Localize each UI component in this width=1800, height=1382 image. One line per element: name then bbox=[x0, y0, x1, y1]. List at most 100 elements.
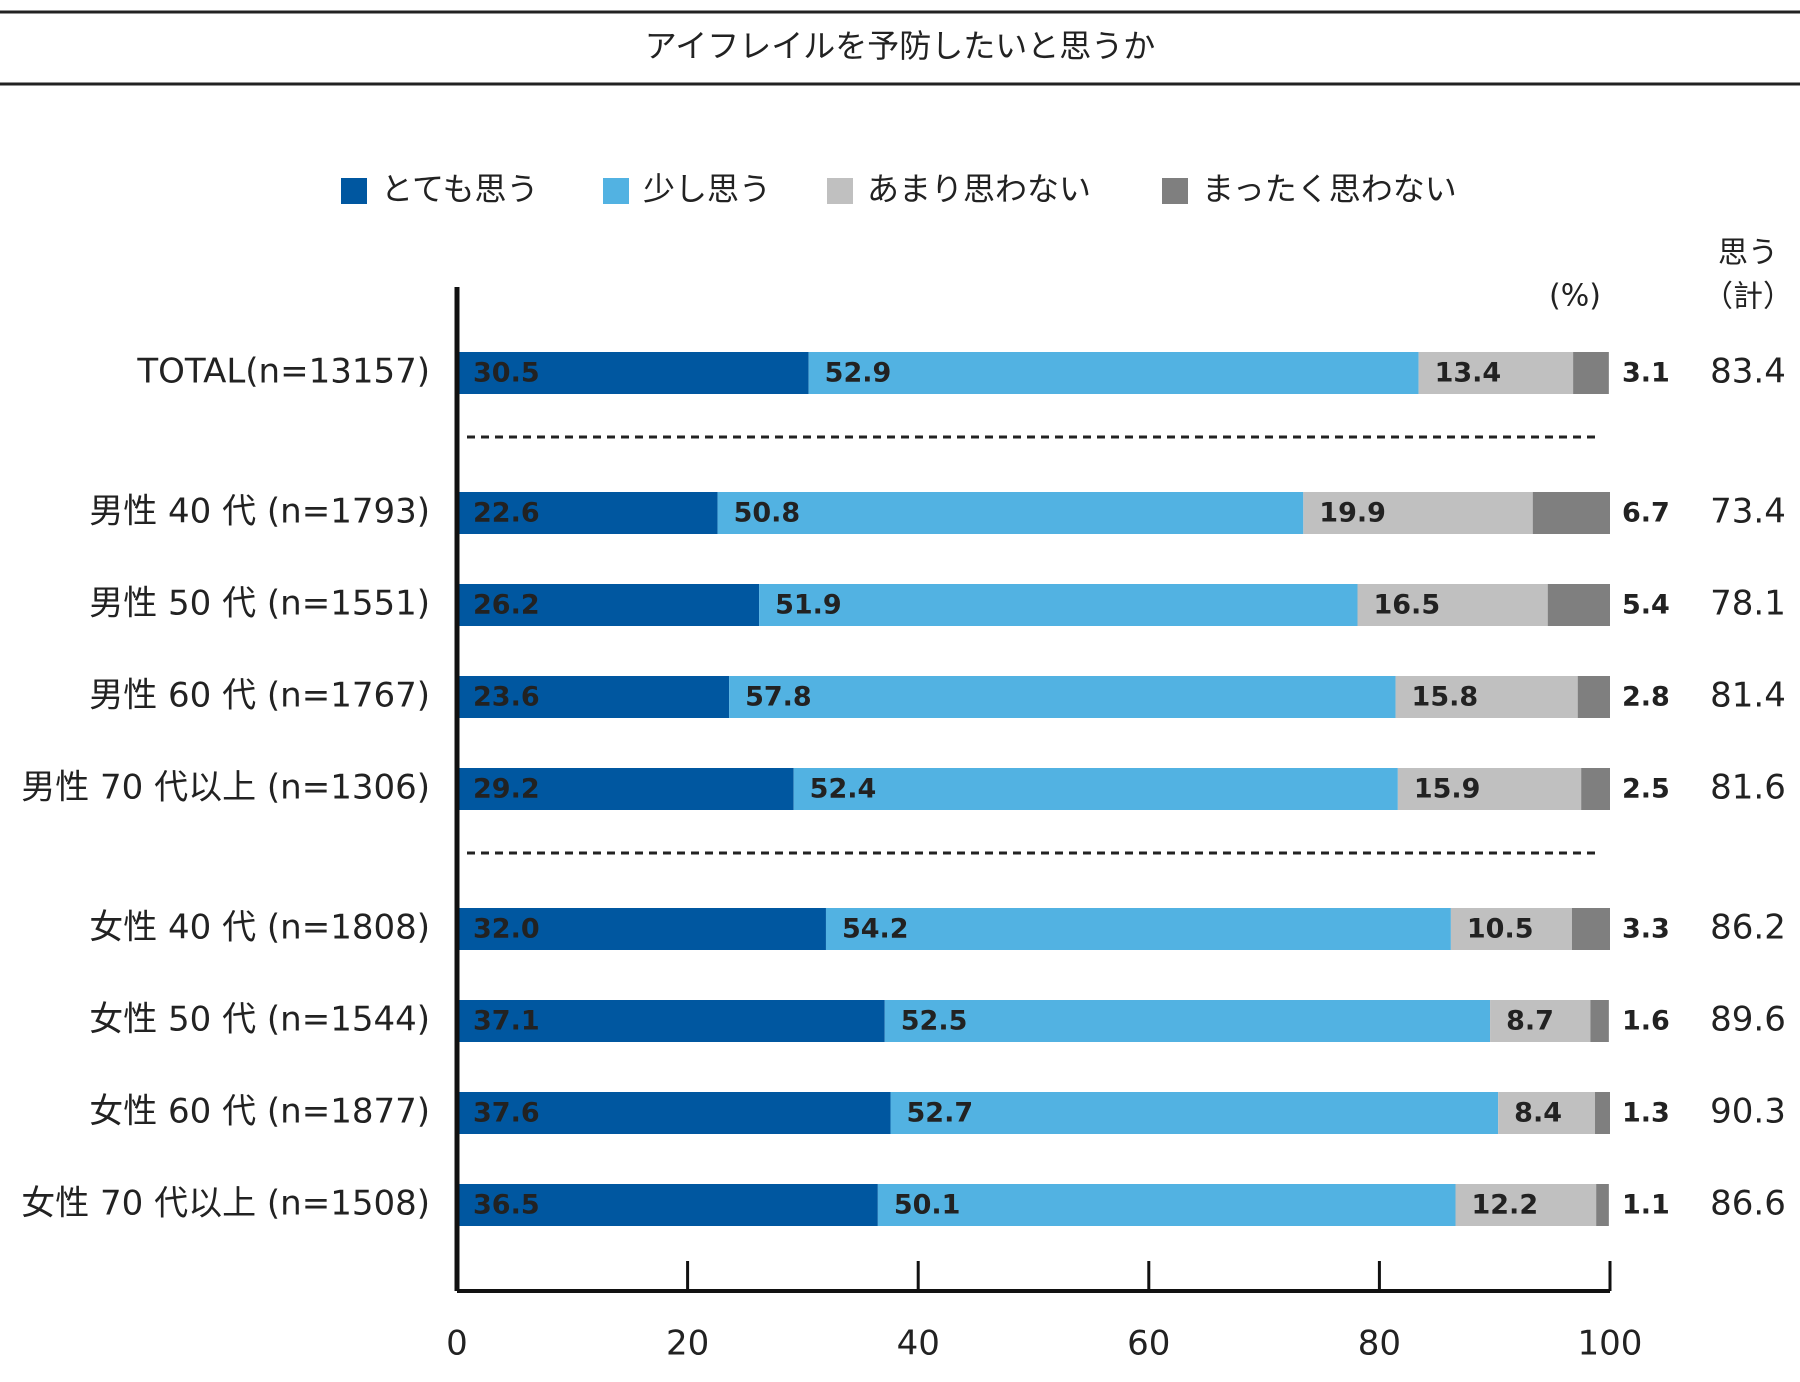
data-label: 22.6 bbox=[473, 498, 540, 529]
data-label: 1.1 bbox=[1622, 1190, 1670, 1221]
data-label: 29.2 bbox=[473, 774, 540, 805]
data-label: 1.6 bbox=[1622, 1006, 1670, 1037]
bar-segment bbox=[1498, 1092, 1596, 1134]
total-value: 83.4 bbox=[1710, 352, 1786, 392]
bar-segment bbox=[1490, 1000, 1591, 1042]
data-label: 19.9 bbox=[1319, 498, 1386, 529]
data-label: 32.0 bbox=[473, 914, 540, 945]
legend-label: 少し思う bbox=[643, 170, 771, 208]
bar-segment bbox=[1455, 1184, 1597, 1226]
data-label: 6.7 bbox=[1622, 498, 1670, 529]
x-tick-label: 20 bbox=[666, 1324, 709, 1364]
data-label: 8.4 bbox=[1514, 1098, 1562, 1129]
bar-segment bbox=[1418, 352, 1574, 394]
x-tick-label: 0 bbox=[446, 1324, 468, 1364]
data-label: 52.9 bbox=[825, 358, 892, 389]
bar-segment bbox=[457, 584, 760, 626]
legend-label: あまり思わない bbox=[867, 170, 1091, 208]
data-label: 51.9 bbox=[775, 590, 842, 621]
data-label: 2.5 bbox=[1622, 774, 1670, 805]
x-tick-label: 60 bbox=[1127, 1324, 1170, 1364]
legend-swatch bbox=[827, 178, 853, 204]
bar-segment bbox=[1590, 1000, 1609, 1042]
category-label: 女性 60 代 (n=1877) bbox=[89, 1092, 430, 1132]
bar-segment bbox=[1397, 768, 1582, 810]
data-label: 54.2 bbox=[842, 914, 909, 945]
legend-label: とても思う bbox=[381, 170, 538, 208]
data-label: 2.8 bbox=[1622, 682, 1670, 713]
data-label: 52.7 bbox=[907, 1098, 974, 1129]
bar-segment bbox=[825, 908, 1451, 950]
bar-segment bbox=[1595, 1092, 1610, 1134]
legend-swatch bbox=[341, 178, 367, 204]
bar-segment bbox=[1395, 676, 1578, 718]
bar-segment bbox=[457, 492, 718, 534]
data-label: 15.8 bbox=[1412, 682, 1479, 713]
total-value: 86.2 bbox=[1710, 908, 1786, 948]
bar-segment bbox=[759, 584, 1358, 626]
data-label: 8.7 bbox=[1506, 1006, 1554, 1037]
bar-segment bbox=[793, 768, 1398, 810]
bar-segment bbox=[457, 676, 730, 718]
legend-label: まったく思わない bbox=[1202, 170, 1457, 208]
total-value: 81.4 bbox=[1710, 676, 1786, 716]
bar-segment bbox=[884, 1000, 1491, 1042]
category-label: 女性 70 代以上 (n=1508) bbox=[21, 1184, 430, 1224]
total-value: 90.3 bbox=[1710, 1092, 1786, 1132]
totals-label: （計） bbox=[1703, 280, 1793, 315]
data-label: 52.4 bbox=[810, 774, 877, 805]
bar-segment bbox=[457, 908, 826, 950]
chart-title: アイフレイルを予防したいと思うか bbox=[645, 27, 1155, 65]
category-label: TOTAL(n=13157) bbox=[136, 352, 430, 392]
data-label: 50.1 bbox=[894, 1190, 961, 1221]
data-label: 3.1 bbox=[1622, 358, 1670, 389]
data-label: 57.8 bbox=[745, 682, 812, 713]
bar-segment bbox=[717, 492, 1304, 534]
bar-segment bbox=[457, 1184, 878, 1226]
data-label: 16.5 bbox=[1373, 590, 1440, 621]
bar-segment bbox=[457, 768, 794, 810]
bar-segment bbox=[1581, 768, 1610, 810]
category-label: 男性 70 代以上 (n=1306) bbox=[21, 768, 430, 808]
data-label: 52.5 bbox=[901, 1006, 968, 1037]
x-tick-label: 40 bbox=[897, 1324, 940, 1364]
data-label: 15.9 bbox=[1414, 774, 1481, 805]
data-label: 23.6 bbox=[473, 682, 540, 713]
category-label: 男性 40 代 (n=1793) bbox=[89, 492, 430, 532]
category-label: 女性 40 代 (n=1808) bbox=[89, 908, 430, 948]
total-value: 86.6 bbox=[1710, 1184, 1786, 1224]
bar-segment bbox=[457, 1000, 885, 1042]
category-label: 男性 50 代 (n=1551) bbox=[89, 584, 430, 624]
x-tick-label: 100 bbox=[1578, 1324, 1643, 1364]
x-tick-label: 80 bbox=[1358, 1324, 1401, 1364]
bar-segment bbox=[808, 352, 1419, 394]
bar-segment bbox=[1357, 584, 1548, 626]
bar-segment bbox=[1303, 492, 1533, 534]
total-value: 78.1 bbox=[1710, 584, 1786, 624]
data-label: 50.8 bbox=[734, 498, 801, 529]
data-label: 26.2 bbox=[473, 590, 540, 621]
bar-segment bbox=[877, 1184, 1456, 1226]
bar-segment bbox=[1577, 676, 1610, 718]
bar-segment bbox=[457, 352, 809, 394]
data-label: 36.5 bbox=[473, 1190, 540, 1221]
bar-segment bbox=[890, 1092, 1499, 1134]
data-label: 5.4 bbox=[1622, 590, 1670, 621]
data-label: 37.6 bbox=[473, 1098, 540, 1129]
data-label: 12.2 bbox=[1471, 1190, 1538, 1221]
legend-swatch bbox=[1162, 178, 1188, 204]
legend-swatch bbox=[603, 178, 629, 204]
data-label: 10.5 bbox=[1467, 914, 1534, 945]
data-label: 1.3 bbox=[1622, 1098, 1670, 1129]
totals-label: 思う bbox=[1718, 236, 1778, 271]
bar-segment bbox=[1450, 908, 1572, 950]
total-value: 73.4 bbox=[1710, 492, 1786, 532]
total-value: 89.6 bbox=[1710, 1000, 1786, 1040]
bar-segment bbox=[1532, 492, 1610, 534]
bar-segment bbox=[1596, 1184, 1609, 1226]
unit-label: (%) bbox=[1549, 279, 1601, 314]
bar-segment bbox=[1547, 584, 1610, 626]
bar-segment bbox=[729, 676, 1396, 718]
bar-segment bbox=[1573, 352, 1609, 394]
